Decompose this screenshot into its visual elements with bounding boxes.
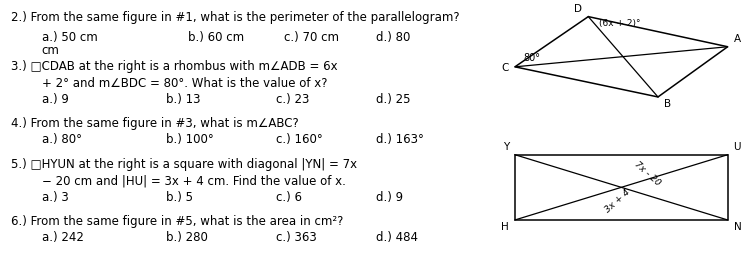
Text: N: N [733, 221, 742, 231]
Text: cm: cm [42, 44, 59, 57]
Text: c.) 6: c.) 6 [276, 190, 302, 203]
Text: 5.) □HYUN at the right is a square with diagonal |YN| = 7x: 5.) □HYUN at the right is a square with … [11, 157, 357, 170]
Text: 2.) From the same figure in #1, what is the perimeter of the parallelogram?: 2.) From the same figure in #1, what is … [11, 11, 460, 24]
Text: a.) 242: a.) 242 [42, 230, 84, 243]
Text: D: D [574, 4, 583, 14]
Text: U: U [733, 141, 741, 151]
Text: c.) 160°: c.) 160° [276, 133, 323, 146]
Text: a.) 80°: a.) 80° [42, 133, 82, 146]
Text: d.) 25: d.) 25 [375, 92, 410, 105]
Text: d.) 163°: d.) 163° [375, 133, 424, 146]
Text: a.) 9: a.) 9 [42, 92, 68, 105]
Text: A: A [733, 34, 741, 44]
Text: d.) 484: d.) 484 [375, 230, 418, 243]
Text: 7x - 20: 7x - 20 [632, 159, 662, 186]
Text: d.) 80: d.) 80 [375, 31, 410, 44]
Text: − 20 cm and |HU| = 3x + 4 cm. Find the value of x.: − 20 cm and |HU| = 3x + 4 cm. Find the v… [42, 174, 345, 187]
Text: 6.) From the same figure in #5, what is the area in cm²?: 6.) From the same figure in #5, what is … [11, 214, 343, 227]
Text: a.) 3: a.) 3 [42, 190, 68, 203]
Text: 80°: 80° [524, 53, 541, 62]
Text: H: H [502, 221, 509, 231]
Text: Y: Y [503, 141, 509, 151]
Text: b.) 280: b.) 280 [166, 230, 208, 243]
Text: b.) 100°: b.) 100° [166, 133, 214, 146]
Text: c.) 363: c.) 363 [276, 230, 317, 243]
Text: a.) 50 cm: a.) 50 cm [42, 31, 97, 44]
Text: d.) 9: d.) 9 [375, 190, 403, 203]
Text: (6x + 2)°: (6x + 2)° [600, 19, 640, 28]
Text: c.) 70 cm: c.) 70 cm [284, 31, 339, 44]
Text: b.) 60 cm: b.) 60 cm [189, 31, 244, 44]
Text: + 2° and m∠BDC = 80°. What is the value of x?: + 2° and m∠BDC = 80°. What is the value … [42, 76, 327, 89]
Text: B: B [663, 99, 671, 109]
Text: 3.) □CDAB at the right is a rhombus with m∠ADB = 6x: 3.) □CDAB at the right is a rhombus with… [11, 60, 337, 73]
Text: 3x + 4: 3x + 4 [603, 187, 632, 213]
Text: c.) 23: c.) 23 [276, 92, 310, 105]
Text: b.) 13: b.) 13 [166, 92, 201, 105]
Text: C: C [502, 62, 509, 73]
Text: b.) 5: b.) 5 [166, 190, 193, 203]
Text: 4.) From the same figure in #3, what is m∠ABC?: 4.) From the same figure in #3, what is … [11, 116, 299, 129]
